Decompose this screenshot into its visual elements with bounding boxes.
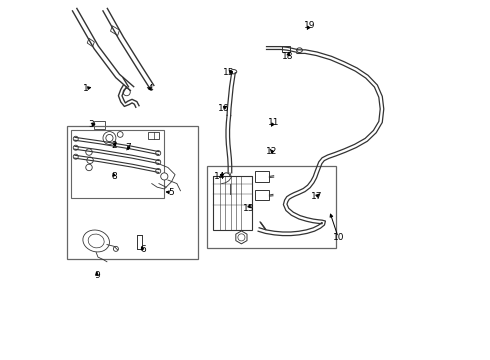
Circle shape <box>117 132 123 137</box>
Circle shape <box>223 173 230 180</box>
Circle shape <box>106 134 113 141</box>
Ellipse shape <box>230 69 237 74</box>
Text: 12: 12 <box>266 147 277 156</box>
Circle shape <box>156 159 161 165</box>
Bar <box>68 126 198 259</box>
Text: 18: 18 <box>282 52 294 61</box>
Circle shape <box>161 173 168 180</box>
Bar <box>255 171 270 182</box>
Bar <box>255 190 270 200</box>
Text: 5: 5 <box>169 188 174 197</box>
Circle shape <box>156 168 161 174</box>
Circle shape <box>156 150 161 156</box>
Text: 2: 2 <box>111 141 117 150</box>
Circle shape <box>73 145 78 150</box>
Circle shape <box>103 132 116 144</box>
Circle shape <box>113 246 119 251</box>
Circle shape <box>238 234 245 241</box>
Polygon shape <box>87 39 95 46</box>
Circle shape <box>86 149 92 155</box>
Text: 8: 8 <box>111 172 117 181</box>
Text: 16: 16 <box>218 104 229 113</box>
Circle shape <box>73 136 78 141</box>
Circle shape <box>123 89 130 96</box>
Polygon shape <box>111 26 120 36</box>
Ellipse shape <box>88 234 104 248</box>
Bar <box>213 176 252 230</box>
Polygon shape <box>236 231 247 244</box>
Bar <box>94 121 105 129</box>
Text: 19: 19 <box>304 21 315 30</box>
Text: 14: 14 <box>214 172 225 181</box>
Text: 15: 15 <box>223 68 235 77</box>
Circle shape <box>86 164 92 171</box>
Bar <box>282 46 290 51</box>
Text: 10: 10 <box>333 233 344 242</box>
Text: 1: 1 <box>82 84 88 93</box>
Bar <box>137 234 142 249</box>
Text: 13: 13 <box>243 204 254 213</box>
Text: 4: 4 <box>147 84 153 93</box>
Bar <box>148 132 159 139</box>
Text: 17: 17 <box>311 192 322 201</box>
Bar <box>207 166 337 248</box>
Circle shape <box>73 154 78 159</box>
Text: 9: 9 <box>94 270 100 279</box>
Text: 3: 3 <box>89 120 95 129</box>
Ellipse shape <box>83 230 109 252</box>
Text: 7: 7 <box>125 143 131 152</box>
Text: 11: 11 <box>268 118 279 127</box>
Ellipse shape <box>296 48 302 53</box>
Circle shape <box>87 157 93 163</box>
Text: 6: 6 <box>140 246 146 255</box>
Bar <box>71 130 164 198</box>
